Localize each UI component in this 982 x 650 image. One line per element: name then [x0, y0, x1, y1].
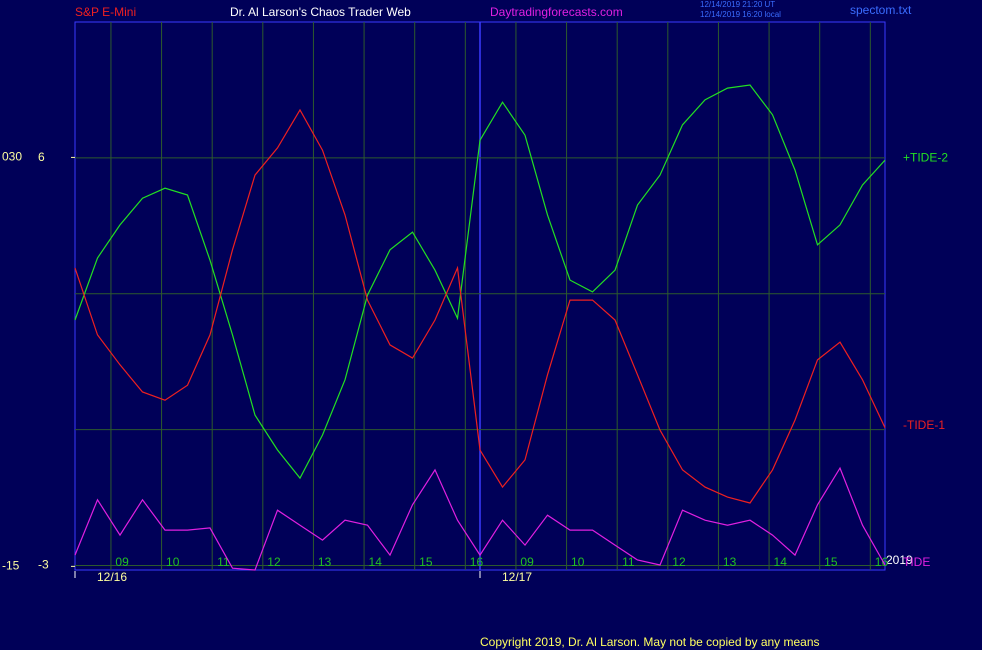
file-name: spectom.txt — [850, 3, 912, 17]
x-tick-label: 16 — [875, 555, 889, 569]
x-tick-label: 12 — [672, 555, 686, 569]
copyright: Copyright 2019, Dr. Al Larson. May not b… — [480, 635, 820, 649]
y-tick-label: -3 — [38, 558, 49, 572]
x-tick-label: 09 — [115, 555, 129, 569]
x-tick-label: 12 — [267, 555, 281, 569]
date-label: 12/17 — [502, 570, 532, 584]
site: Daytradingforecasts.com — [490, 5, 623, 19]
series-label: -TIDE-1 — [903, 418, 945, 432]
x-tick-label: 15 — [824, 555, 838, 569]
series-line — [74, 84, 886, 480]
x-tick-label: 11 — [622, 555, 635, 569]
y2-tick-label: -15 — [2, 559, 20, 573]
timestamp: 12/14/2019 21:20 UT — [700, 0, 775, 9]
x-tick-label: 14 — [369, 555, 383, 569]
x-tick-label: 11 — [217, 555, 230, 569]
x-tick-label: 13 — [723, 555, 737, 569]
series-line — [74, 466, 886, 571]
x-tick-label: 13 — [318, 555, 332, 569]
y-tick-label: 6 — [38, 150, 45, 164]
x-tick-label: 15 — [419, 555, 433, 569]
x-tick-label: 16 — [470, 555, 484, 569]
x-tick-label: 10 — [571, 555, 585, 569]
x-tick-label: 10 — [166, 555, 180, 569]
x-tick-label: 09 — [520, 555, 534, 569]
year: 2019 — [886, 553, 913, 567]
instrument: S&P E-Mini — [75, 5, 136, 19]
date-label: 12/16 — [97, 570, 127, 584]
x-tick-label: 14 — [774, 555, 788, 569]
series-label: +TIDE-2 — [903, 150, 948, 164]
series-label: TIDE — [903, 555, 930, 569]
y2-tick-label: 030 — [2, 150, 22, 164]
timestamp: 12/14/2019 16:20 local — [700, 10, 781, 19]
chart-title: Dr. Al Larson's Chaos Trader Web — [230, 5, 411, 19]
series-line — [74, 108, 886, 504]
